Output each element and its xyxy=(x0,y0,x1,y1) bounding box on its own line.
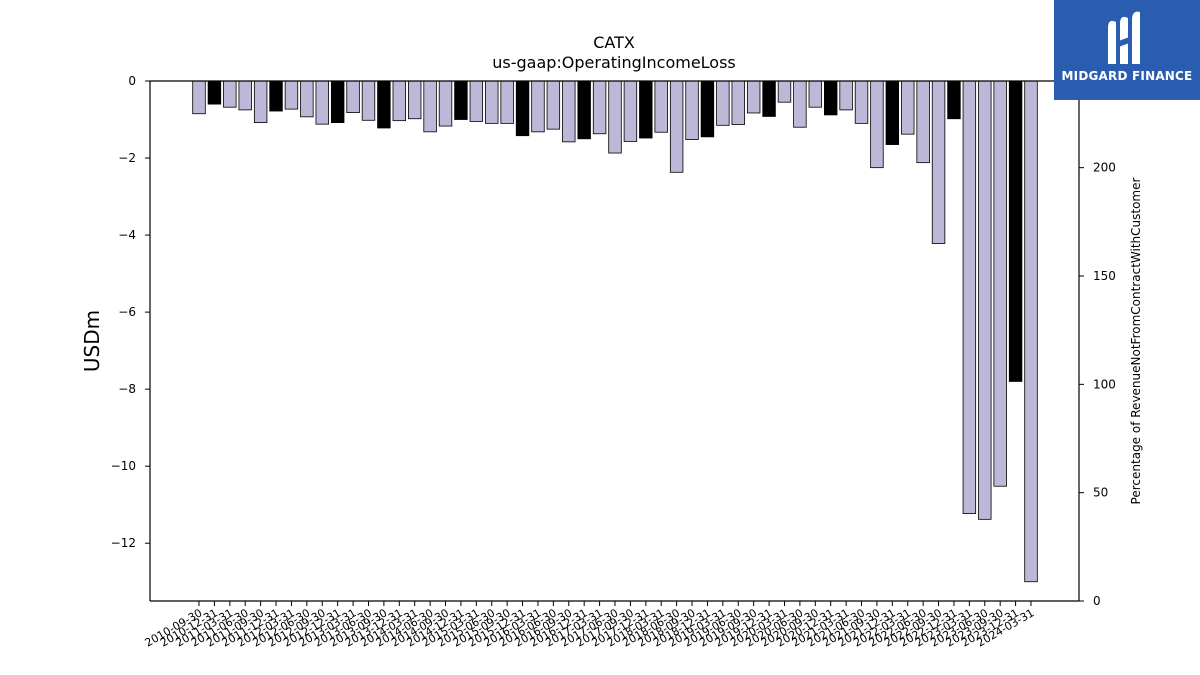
logo-text: MIDGARD FINANCE xyxy=(1061,69,1193,83)
midgard-finance-logo: MIDGARD FINANCE xyxy=(1054,0,1200,100)
bar-2017-09-30 xyxy=(623,80,638,142)
bar-2022-03-31 xyxy=(901,80,915,135)
bar-2024-03-31 xyxy=(1024,80,1038,583)
chart-subtitle: us-gaap:OperatingIncomeLoss xyxy=(492,53,736,72)
bar-2021-12-31 xyxy=(885,80,900,145)
y-tick-label: −10 xyxy=(111,459,136,473)
bar-2022-12-31 xyxy=(947,80,961,120)
y-tick-label: −8 xyxy=(118,382,136,396)
bar-2011-03-31 xyxy=(223,80,237,108)
bar-2018-06-30 xyxy=(669,80,684,173)
bar-2011-06-30 xyxy=(238,80,252,111)
bar-2020-09-30 xyxy=(808,80,823,108)
bar-2014-03-31 xyxy=(407,80,422,120)
bar-2011-09-30 xyxy=(253,80,268,123)
bar-2021-09-30 xyxy=(870,80,884,169)
bar-2019-12-31 xyxy=(762,80,776,117)
bar-2012-12-31 xyxy=(330,80,345,123)
bar-2016-06-30 xyxy=(546,80,561,130)
bar-2023-03-31 xyxy=(962,80,977,514)
bars-group xyxy=(192,80,1038,583)
bar-2013-12-31 xyxy=(392,80,407,122)
y-tick-label: −12 xyxy=(111,536,136,550)
bar-2015-06-30 xyxy=(485,80,499,124)
bar-2015-12-31 xyxy=(515,80,530,137)
bar-2014-12-31 xyxy=(454,80,468,120)
x-ticks: 2010-09-302010-12-312011-03-312011-06-30… xyxy=(143,601,1037,650)
bar-2013-03-31 xyxy=(346,80,360,113)
y-tick-label: −4 xyxy=(118,228,136,242)
bar-2020-06-30 xyxy=(793,80,807,128)
y-axis-label: USDm xyxy=(80,310,104,372)
bar-2017-06-30 xyxy=(608,80,622,154)
bar-2023-06-30 xyxy=(978,80,992,520)
bar-2015-03-31 xyxy=(469,80,484,122)
secondary-y-tick-label: 100 xyxy=(1093,377,1116,391)
bar-2016-09-30 xyxy=(562,80,576,143)
bar-2023-09-30 xyxy=(993,80,1007,487)
bar-2020-03-31 xyxy=(777,80,792,103)
secondary-y-tick-label: 200 xyxy=(1093,161,1116,175)
bar-2014-09-30 xyxy=(438,80,453,127)
logo-mark-icon xyxy=(1108,11,1140,64)
secondary-y-axis-label: Percentage of RevenueNotFromContractWith… xyxy=(1129,178,1143,505)
bar-2010-12-31 xyxy=(207,80,222,105)
bar-2019-06-30 xyxy=(731,80,745,125)
bar-2012-09-30 xyxy=(315,80,329,125)
secondary-y-tick-label: 0 xyxy=(1093,594,1101,608)
bar-2010-09-30 xyxy=(192,80,206,115)
chart-title: CATX xyxy=(593,33,635,52)
bar-2021-06-30 xyxy=(854,80,869,124)
secondary-y-tick-label: 50 xyxy=(1093,486,1108,500)
bar-2018-09-30 xyxy=(685,80,699,140)
y-tick-label: −2 xyxy=(118,151,136,165)
bar-2018-12-31 xyxy=(700,80,715,138)
bar-2017-03-31 xyxy=(592,80,607,135)
bar-2023-12-31 xyxy=(1008,80,1023,382)
bar-2012-03-31 xyxy=(284,80,299,110)
bar-2022-09-30 xyxy=(931,80,946,244)
bar-2019-09-30 xyxy=(746,80,761,114)
bar-2019-03-31 xyxy=(716,80,730,126)
bar-2011-12-31 xyxy=(269,80,283,112)
y-tick-label: −6 xyxy=(118,305,136,319)
bar-2015-09-30 xyxy=(500,80,514,124)
bar-2013-09-30 xyxy=(377,80,391,129)
y-ticks: 0 −2 −4 −6 −8 −10 −12 xyxy=(111,74,150,550)
secondary-y-tick-label: 150 xyxy=(1093,269,1116,283)
bar-2021-03-31 xyxy=(839,80,853,111)
bar-2014-06-30 xyxy=(423,80,437,133)
y-tick-label: 0 xyxy=(128,74,136,88)
bar-2020-12-31 xyxy=(824,80,838,116)
bar-2017-12-31 xyxy=(639,80,653,139)
bar-2013-06-30 xyxy=(361,80,376,121)
bar-2016-12-31 xyxy=(577,80,591,140)
bar-2018-03-31 xyxy=(654,80,668,133)
bar-2016-03-31 xyxy=(531,80,545,133)
bar-2022-06-30 xyxy=(916,80,930,164)
secondary-y-ticks: 0 50 100 150 200 xyxy=(1079,161,1116,608)
bar-2012-06-30 xyxy=(300,80,314,118)
